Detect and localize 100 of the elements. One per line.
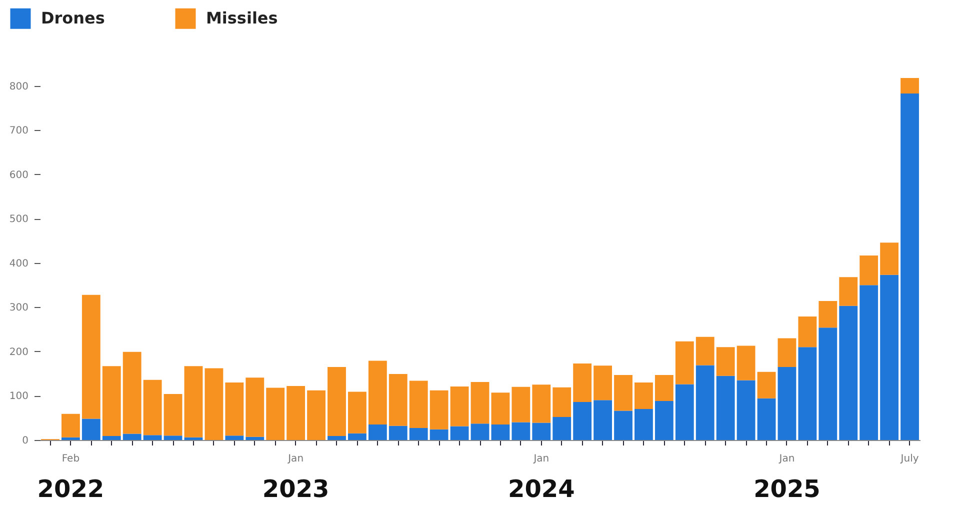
text: 2024 bbox=[508, 475, 575, 503]
bar bbox=[307, 390, 326, 440]
y-tick-label: 100 bbox=[9, 391, 28, 402]
bar bbox=[512, 422, 530, 440]
x-tick-label: July bbox=[900, 454, 919, 464]
bar bbox=[778, 338, 796, 367]
bar bbox=[736, 380, 756, 440]
bar bbox=[654, 401, 674, 440]
bar bbox=[246, 436, 264, 440]
bar bbox=[552, 416, 572, 440]
bar bbox=[900, 93, 919, 440]
y-tick-label: 500 bbox=[9, 214, 28, 226]
y-tick-label: 400 bbox=[9, 258, 28, 270]
y-tick-label: 700 bbox=[9, 126, 28, 137]
bar bbox=[839, 306, 858, 440]
bar bbox=[122, 434, 142, 440]
bar bbox=[286, 386, 306, 440]
bar bbox=[61, 414, 80, 438]
bar bbox=[512, 386, 530, 422]
bar bbox=[818, 328, 838, 440]
bar bbox=[594, 366, 612, 400]
bar bbox=[532, 422, 551, 440]
bar bbox=[675, 384, 694, 440]
bar bbox=[164, 394, 182, 436]
bar bbox=[757, 398, 776, 440]
bar bbox=[102, 436, 121, 440]
bar bbox=[798, 347, 817, 440]
bar bbox=[860, 255, 878, 286]
bar bbox=[204, 368, 224, 440]
bar bbox=[450, 386, 469, 426]
bar bbox=[552, 387, 572, 417]
bar bbox=[102, 366, 121, 436]
bar bbox=[430, 390, 448, 430]
bar bbox=[246, 378, 264, 437]
bar bbox=[430, 429, 448, 440]
bar bbox=[470, 424, 490, 440]
bar bbox=[225, 436, 244, 440]
bar bbox=[328, 366, 346, 436]
bar bbox=[880, 242, 899, 275]
bar bbox=[716, 376, 735, 440]
x-tick-label: Jan bbox=[778, 454, 795, 464]
bar bbox=[409, 428, 428, 440]
bar bbox=[532, 384, 551, 423]
bar bbox=[184, 366, 203, 438]
x-tick-label: Jan bbox=[532, 454, 550, 464]
y-tick-label: 800 bbox=[9, 81, 28, 92]
bar bbox=[818, 301, 838, 328]
legend-label: Drones bbox=[41, 8, 105, 28]
bar bbox=[61, 437, 80, 440]
bar bbox=[266, 388, 285, 440]
bar bbox=[164, 436, 182, 440]
bar bbox=[225, 382, 244, 436]
bar bbox=[328, 436, 346, 440]
bar bbox=[491, 424, 510, 440]
bar bbox=[860, 285, 878, 440]
bar bbox=[675, 341, 694, 384]
bar bbox=[388, 374, 408, 426]
bar bbox=[696, 336, 714, 366]
bar bbox=[654, 374, 674, 402]
bar bbox=[900, 78, 919, 94]
bar bbox=[143, 435, 162, 440]
bar bbox=[696, 365, 714, 440]
bar bbox=[348, 392, 366, 434]
bar bbox=[573, 402, 592, 440]
bar bbox=[409, 380, 428, 428]
bar bbox=[573, 363, 592, 402]
bar bbox=[798, 316, 817, 348]
bar bbox=[716, 347, 735, 376]
bar bbox=[736, 346, 756, 380]
bar bbox=[184, 437, 203, 440]
bar bbox=[368, 360, 387, 425]
text: 2022 bbox=[37, 475, 104, 503]
bar bbox=[82, 418, 100, 440]
x-tick-label: Jan bbox=[287, 454, 304, 464]
bar bbox=[470, 382, 490, 424]
bar bbox=[594, 400, 612, 440]
bar bbox=[348, 433, 366, 440]
bar bbox=[880, 274, 899, 440]
bar bbox=[122, 352, 142, 434]
text: 2023 bbox=[262, 475, 330, 503]
y-tick-label: 200 bbox=[9, 346, 28, 358]
bar bbox=[778, 366, 796, 440]
bar bbox=[143, 380, 162, 436]
bar bbox=[839, 277, 858, 306]
bar bbox=[614, 374, 632, 411]
bar bbox=[82, 294, 100, 419]
bar bbox=[450, 426, 469, 440]
bar bbox=[614, 410, 632, 440]
bar bbox=[757, 372, 776, 398]
x-tick-label: Feb bbox=[62, 454, 80, 464]
bar bbox=[634, 409, 653, 440]
bar bbox=[368, 424, 387, 440]
legend-label: Missiles bbox=[206, 8, 278, 28]
bar bbox=[491, 392, 510, 425]
bar bbox=[634, 382, 653, 410]
y-tick-label: 0 bbox=[22, 436, 28, 446]
y-tick-label: 600 bbox=[9, 170, 28, 181]
y-tick-label: 300 bbox=[9, 302, 28, 314]
bar bbox=[388, 426, 408, 440]
text: 2025 bbox=[754, 475, 820, 503]
